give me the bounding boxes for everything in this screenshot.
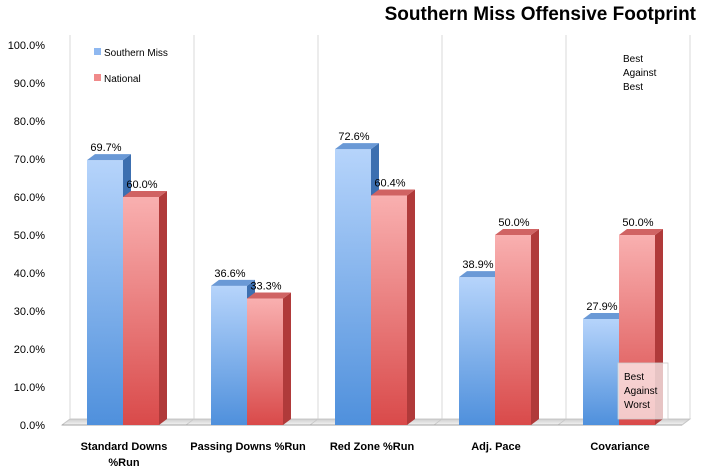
- bar-southern-miss-top: [211, 279, 255, 286]
- data-label-southern-miss: 36.6%: [214, 268, 245, 280]
- x-category-label: Red Zone %Run: [330, 441, 415, 453]
- y-tick-label: 20.0%: [14, 344, 45, 356]
- annotation-best-against-best: Against: [623, 68, 657, 79]
- y-tick-label: 40.0%: [14, 268, 45, 280]
- legend-swatch: [94, 48, 101, 55]
- y-tick-label: 0.0%: [20, 420, 45, 432]
- y-tick-label: 10.0%: [14, 382, 45, 394]
- bar-national: [123, 197, 159, 425]
- bar-southern-miss-top: [459, 271, 503, 278]
- panel-floor-line: [433, 418, 443, 426]
- data-label-national: 50.0%: [498, 217, 529, 229]
- bar-national-top: [247, 292, 291, 299]
- y-tick-label: 70.0%: [14, 154, 45, 166]
- bar-national: [371, 195, 407, 425]
- bar-southern-miss: [87, 160, 123, 425]
- x-category-label: Standard Downs: [81, 441, 168, 453]
- legend-label: Southern Miss: [104, 48, 168, 59]
- panel-floor-line: [61, 418, 71, 426]
- x-category-label: Covariance: [590, 441, 649, 453]
- annotation-best-against-best: Best: [623, 54, 643, 65]
- data-label-southern-miss: 72.6%: [338, 131, 369, 143]
- bar-national-top: [495, 229, 539, 235]
- data-label-southern-miss: 38.9%: [462, 259, 493, 271]
- panel-floor-line: [557, 418, 567, 426]
- bar-national: [247, 298, 283, 425]
- bar-national: [495, 235, 531, 425]
- legend-swatch: [94, 74, 101, 81]
- bar-southern-miss: [583, 318, 619, 425]
- y-tick-label: 80.0%: [14, 116, 45, 128]
- data-label-national: 60.0%: [126, 179, 157, 191]
- x-category-label: Adj. Pace: [471, 441, 521, 453]
- data-label-southern-miss: 69.7%: [90, 142, 121, 154]
- bar-national-side: [159, 191, 167, 425]
- panel-floor-line: [185, 418, 195, 426]
- bar-national-top: [619, 229, 663, 235]
- bar-southern-miss-top: [87, 154, 131, 161]
- annotation-box: [617, 362, 669, 420]
- panel-floor-line: [681, 418, 691, 426]
- y-tick-label: 50.0%: [14, 230, 45, 242]
- bar-southern-miss: [335, 149, 371, 425]
- bar-southern-miss-top: [335, 143, 379, 150]
- annotation-best-against-worst: Best: [624, 372, 644, 383]
- bar-national-top: [123, 191, 167, 197]
- x-category-label: %Run: [108, 457, 139, 469]
- data-label-national: 50.0%: [622, 217, 653, 229]
- x-category-label: Passing Downs %Run: [190, 441, 306, 453]
- y-tick-label: 30.0%: [14, 306, 45, 318]
- data-label-southern-miss: 27.9%: [586, 301, 617, 313]
- bar-national-side: [407, 189, 415, 425]
- data-label-national: 33.3%: [250, 280, 281, 292]
- annotation-best-against-worst: Worst: [624, 400, 650, 411]
- annotation-best-against-worst: Against: [624, 386, 658, 397]
- y-tick-label: 90.0%: [14, 78, 45, 90]
- bar-national-side: [531, 229, 539, 425]
- legend-label: National: [104, 74, 141, 85]
- panel-floor-line: [309, 418, 319, 426]
- y-tick-label: 100.0%: [8, 40, 46, 52]
- bar-southern-miss: [211, 285, 247, 425]
- bar-national-top: [371, 189, 415, 196]
- annotation-best-against-best: Best: [623, 82, 643, 93]
- chart-title: Southern Miss Offensive Footprint: [384, 4, 696, 25]
- bar-southern-miss: [459, 277, 495, 425]
- y-tick-label: 60.0%: [14, 192, 45, 204]
- bar-southern-miss-top: [583, 312, 627, 319]
- data-label-national: 60.4%: [374, 177, 405, 189]
- bar-national-side: [283, 292, 291, 425]
